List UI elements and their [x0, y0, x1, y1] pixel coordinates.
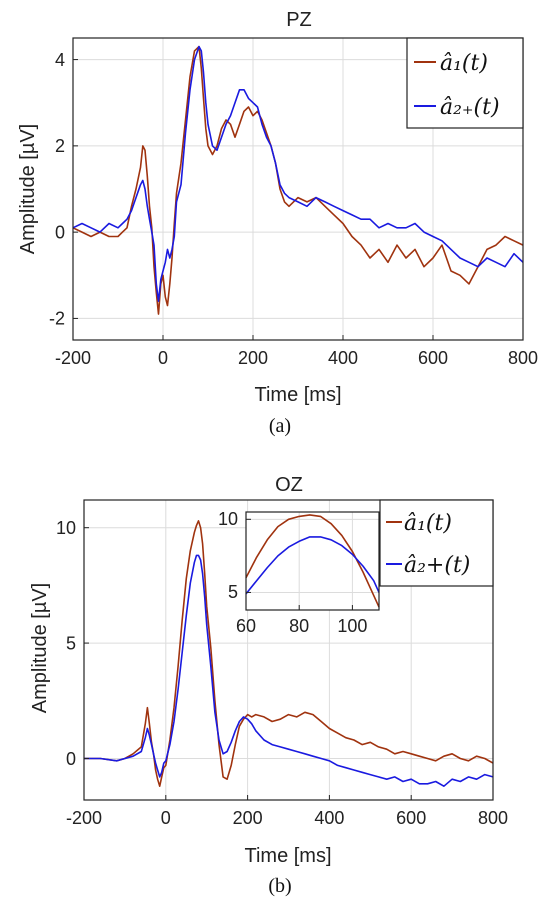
chart-pz-legend-label-a2: â₂₊(t): [440, 95, 500, 120]
chart-pz-legend-label-a1: â₁(t): [440, 51, 488, 76]
chart-oz-inset-frame: [245, 511, 380, 611]
chart-pz-ytick-label-0: -2: [49, 309, 65, 329]
chart-oz-ytick-label-0: 0: [66, 749, 76, 769]
chart-pz-ytick-label-2: 2: [55, 136, 65, 156]
chart-pz-xtick-label-2: 200: [238, 348, 268, 368]
chart-oz-ytick-label-1: 5: [66, 633, 76, 653]
chart-pz-xtick-label-5: 800: [508, 348, 538, 368]
chart-oz-ylabel: Amplitude [µV]: [29, 583, 51, 713]
chart-oz-xtick-label-4: 600: [396, 808, 426, 828]
chart-pz-caption: (a): [269, 415, 291, 437]
chart-oz-legend-label-a1: â₁(t): [404, 511, 452, 536]
chart-pz-series-0-line: [72, 45, 524, 315]
chart-oz-inset-xtick-label-1: 80: [289, 616, 309, 636]
chart-oz-legend: â₁(t) â₂+(t): [379, 499, 494, 587]
chart-oz-inset-series-1-line: [245, 536, 380, 595]
chart-oz-series-1-line: [84, 554, 494, 788]
chart-oz-xtick-label-5: 800: [478, 808, 508, 828]
chart-oz-inset-series-0-line: [245, 514, 380, 608]
chart-pz-ytick-label-3: 4: [55, 50, 65, 70]
chart-oz-legend-box: [379, 499, 494, 587]
chart-oz-inset-ticks: 60 80 100 5 10: [218, 509, 367, 636]
chart-oz-xtick-label-3: 400: [314, 808, 344, 828]
chart-oz-inset-ytick-label-1: 10: [218, 509, 238, 529]
chart-pz-lines: [72, 45, 524, 315]
chart-oz: OZ -200 0 200 400 600 800 0 5 10 Time [ms] Ampli…: [29, 474, 508, 897]
chart-pz-ytick-label-1: 0: [55, 222, 65, 242]
chart-oz-frame: [83, 499, 494, 801]
chart-pz-legend-box: [406, 37, 524, 129]
chart-oz-inset-lines: [245, 514, 380, 608]
chart-oz-caption: (b): [268, 875, 291, 897]
chart-pz-xtick-label-3: 400: [328, 348, 358, 368]
chart-oz-legend-label-a2: â₂+(t): [404, 553, 470, 578]
chart-pz: PZ -200 0 200 400 600 800 -2 0 2 4 Time [ms] Ampl…: [17, 9, 538, 437]
chart-oz-inset-xtick-label-2: 100: [337, 616, 367, 636]
chart-pz-xtick-label-1: 0: [158, 348, 168, 368]
chart-pz-series-1-line: [72, 45, 524, 303]
chart-oz-inset-ytick-label-0: 5: [228, 582, 238, 602]
chart-pz-ylabel: Amplitude [µV]: [17, 124, 39, 254]
chart-pz-title: PZ: [286, 9, 312, 31]
chart-oz-xtick-label-0: -200: [66, 808, 102, 828]
chart-oz-xlabel: Time [ms]: [244, 845, 331, 867]
chart-pz-frame: [72, 37, 524, 341]
chart-oz-xtick-label-2: 200: [233, 808, 263, 828]
chart-pz-xlabel: Time [ms]: [254, 384, 341, 406]
chart-pz-xtick-label-4: 600: [418, 348, 448, 368]
chart-oz-ytick-label-2: 10: [56, 518, 76, 538]
chart-oz-ticks: -200 0 200 400 600 800 0 5 10: [56, 518, 508, 828]
chart-oz-inset: 60 80 100 5 10: [218, 509, 380, 636]
chart-pz-xtick-label-0: -200: [55, 348, 91, 368]
chart-oz-title: OZ: [275, 474, 303, 496]
chart-oz-lines: [84, 519, 494, 788]
chart-pz-ticks: -200 0 200 400 600 800 -2 0 2 4: [49, 50, 538, 368]
chart-oz-inset-xtick-label-0: 60: [236, 616, 256, 636]
chart-pz-legend: â₁(t) â₂₊(t): [406, 37, 524, 129]
chart-oz-xtick-label-1: 0: [161, 808, 171, 828]
chart-oz-series-0-line: [84, 519, 494, 788]
